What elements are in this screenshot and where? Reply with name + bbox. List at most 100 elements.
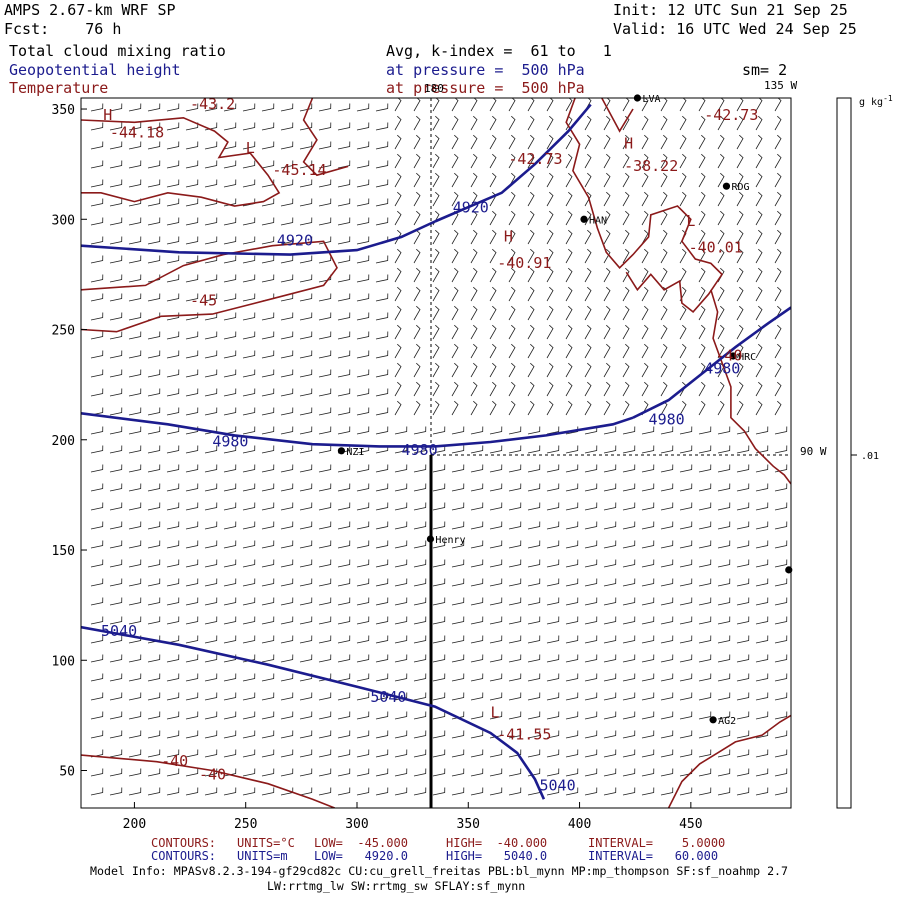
wind-barb — [204, 293, 218, 302]
wind-barb — [489, 286, 497, 302]
wind-barb — [356, 369, 370, 378]
wind-barb — [128, 597, 142, 606]
wind-barb — [318, 635, 332, 644]
wind-barb — [489, 635, 503, 644]
wind-barb — [470, 286, 478, 302]
wind-barb — [432, 362, 440, 378]
wind-barb — [641, 464, 655, 473]
wind-barb — [508, 692, 522, 701]
wind-barb — [166, 236, 180, 245]
wind-barb — [755, 616, 769, 625]
wind-barb — [565, 343, 573, 359]
wind-barb — [584, 362, 592, 378]
wind-barb — [413, 597, 427, 606]
wind-barb — [679, 502, 693, 511]
wind-barb — [147, 768, 161, 777]
wind-barb — [470, 153, 478, 169]
wind-barb — [413, 483, 427, 492]
wind-barb — [527, 305, 535, 321]
wind-barb — [451, 483, 465, 492]
wind-barb — [280, 274, 294, 283]
temperature-contour — [565, 98, 724, 313]
wind-barb — [755, 597, 769, 606]
wind-barb — [299, 122, 313, 131]
wind-barb — [755, 559, 769, 568]
wind-barb — [717, 749, 731, 758]
wind-barb — [375, 369, 389, 378]
wind-barb — [565, 248, 573, 264]
wind-barb — [128, 521, 142, 530]
wind-barb — [527, 267, 535, 283]
wind-barb — [204, 597, 218, 606]
wind-barb — [90, 464, 104, 473]
wind-barb — [432, 597, 446, 606]
wind-barb — [451, 635, 465, 644]
wind-barb — [603, 502, 617, 511]
wind-barb — [565, 692, 579, 701]
wind-barb — [242, 141, 256, 150]
wind-barb — [546, 502, 560, 511]
wind-barb — [204, 388, 218, 397]
wind-barb — [546, 483, 560, 492]
wind-barb — [698, 153, 706, 169]
wind-barb — [242, 255, 256, 264]
wind-barb — [603, 654, 617, 663]
wind-barb — [375, 388, 389, 397]
wind-barb — [432, 248, 440, 264]
wind-barb — [128, 141, 142, 150]
wind-barb — [318, 616, 332, 625]
wind-barb — [166, 312, 180, 321]
footer-contours-height-low: LOW= 4920.0 — [314, 849, 408, 863]
wind-barb — [204, 445, 218, 454]
wind-barb — [432, 426, 446, 435]
wind-barb — [565, 540, 579, 549]
wind-barb — [622, 229, 630, 245]
wind-barb — [375, 787, 389, 796]
wind-barb — [736, 692, 750, 701]
wind-barb — [261, 141, 275, 150]
wind-barb — [755, 578, 769, 587]
wind-barb — [204, 559, 218, 568]
temperature-label: -40 — [161, 752, 188, 770]
wind-barb — [356, 540, 370, 549]
wind-barb — [660, 98, 668, 112]
wind-barb — [261, 217, 275, 226]
wind-barb — [242, 350, 256, 359]
wind-barb — [204, 407, 218, 416]
wind-barb — [622, 673, 636, 682]
wind-barb — [185, 312, 199, 321]
wind-barb — [128, 464, 142, 473]
wind-barb — [679, 711, 693, 720]
colorbar-value: .01 — [861, 451, 879, 462]
wind-barb — [698, 521, 712, 530]
wind-barb — [280, 255, 294, 264]
wind-barb — [166, 578, 180, 587]
wind-barb — [109, 559, 123, 568]
wind-barb — [489, 229, 497, 245]
wind-barb — [299, 521, 313, 530]
wind-barb — [451, 381, 459, 397]
wind-barb — [774, 426, 788, 435]
wind-barb — [755, 730, 769, 739]
wind-barb — [128, 559, 142, 568]
temperature-label: -40 — [199, 765, 226, 783]
wind-barb — [508, 400, 516, 416]
wind-barb — [489, 248, 497, 264]
wind-barb — [584, 115, 592, 131]
wind-barb — [622, 426, 636, 435]
wind-barb — [717, 521, 731, 530]
temperature-label: -45.14 — [272, 161, 326, 179]
wind-barb — [280, 293, 294, 302]
wind-barb — [679, 153, 687, 169]
wind-barb — [128, 654, 142, 663]
wind-barb — [679, 267, 687, 283]
init-time: Init: 12 UTC Sun 21 Sep 25 — [613, 1, 848, 19]
wind-barb — [451, 673, 465, 682]
wind-barb — [622, 248, 630, 264]
wind-barb — [451, 324, 459, 340]
wind-barb — [622, 400, 630, 416]
wind-barb — [546, 540, 560, 549]
wind-barb — [489, 730, 503, 739]
wind-barb — [470, 115, 478, 131]
wind-barb — [755, 343, 763, 359]
